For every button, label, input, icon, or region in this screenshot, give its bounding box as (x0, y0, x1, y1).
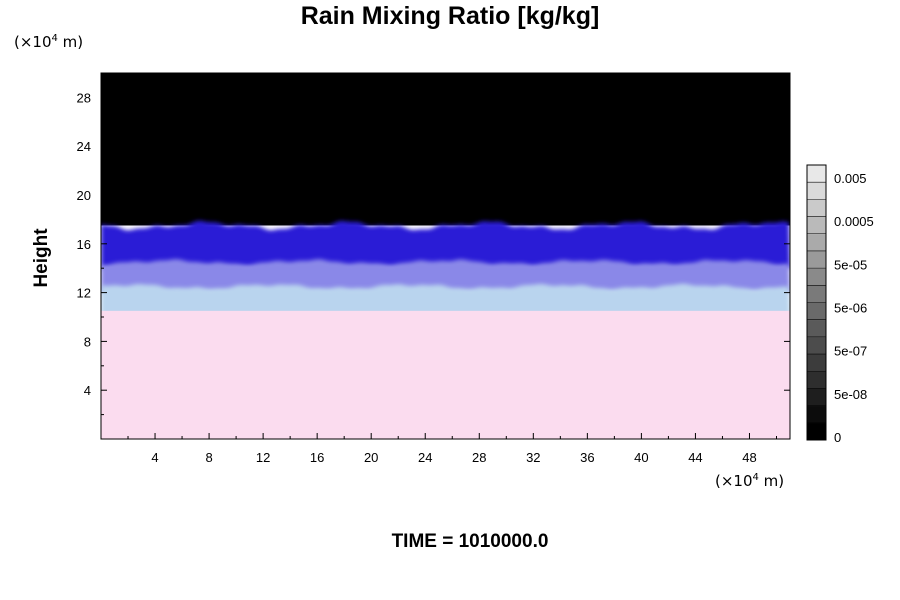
x-tick-label: 20 (364, 450, 378, 465)
y-tick-label: 8 (84, 334, 91, 349)
x-tick-label: 40 (634, 450, 648, 465)
y-tick-label: 12 (77, 286, 91, 301)
chart-title: Rain Mixing Ratio [kg/kg] (300, 2, 600, 30)
colorbar-swatch (807, 354, 826, 372)
colorbar-swatch (807, 371, 826, 389)
colorbar-swatch (807, 233, 826, 252)
y-tick-label: 28 (77, 90, 91, 105)
colorbar-swatch (807, 302, 826, 321)
colorbar-swatch (807, 216, 826, 235)
x-axis-unit: (×104 m) (715, 472, 785, 490)
colorbar-swatch (807, 405, 826, 424)
colorbar-label: 5e-05 (834, 257, 867, 272)
y-tick-label: 20 (77, 188, 91, 203)
heatmap-field (101, 73, 790, 439)
x-tick-label: 12 (256, 450, 270, 465)
field-band-light-blue (101, 283, 790, 317)
y-tick-label: 24 (77, 139, 91, 154)
x-tick-label: 16 (310, 450, 324, 465)
colorbar-swatch (807, 285, 826, 303)
colorbar-label: 5e-07 (834, 344, 867, 359)
x-tick-label: 36 (580, 450, 594, 465)
colorbar-swatch (807, 199, 826, 218)
colorbar-swatch (807, 388, 826, 407)
y-tick-label: 4 (84, 383, 91, 398)
colorbar-label: 5e-08 (834, 387, 867, 402)
colorbar-swatch (807, 268, 826, 286)
colorbar-swatch (807, 422, 826, 441)
colorbar-label: 0.0005 (834, 214, 874, 229)
x-tick-label: 44 (688, 450, 702, 465)
field-band-base (101, 310, 790, 439)
colorbar: 0.005 0.0005 5e-05 5e-06 5e-07 5e-08 0 (806, 164, 874, 445)
y-axis-unit: (×104 m) (14, 33, 84, 51)
colorbar-label: 0 (834, 430, 841, 445)
colorbar-swatch (807, 165, 826, 183)
x-tick-label: 8 (205, 450, 212, 465)
y-tick-label: 16 (77, 237, 91, 252)
x-tick-label: 4 (151, 450, 158, 465)
time-label: TIME = 1010000.0 (391, 531, 549, 552)
colorbar-swatch (807, 250, 826, 269)
x-tick-label: 28 (472, 450, 486, 465)
x-tick-label: 48 (742, 450, 756, 465)
colorbar-swatch (807, 319, 826, 338)
field-band-lavender (101, 259, 790, 293)
field-band-blue (101, 220, 790, 269)
colorbar-swatch (807, 182, 826, 200)
x-tick-label: 32 (526, 450, 540, 465)
x-tick-label: 24 (418, 450, 432, 465)
plot-frame (100, 72, 791, 440)
field-band-dark (101, 73, 790, 226)
colorbar-swatch (807, 336, 826, 355)
colorbar-label: 0.005 (834, 171, 867, 186)
colorbar-label: 5e-06 (834, 301, 867, 316)
